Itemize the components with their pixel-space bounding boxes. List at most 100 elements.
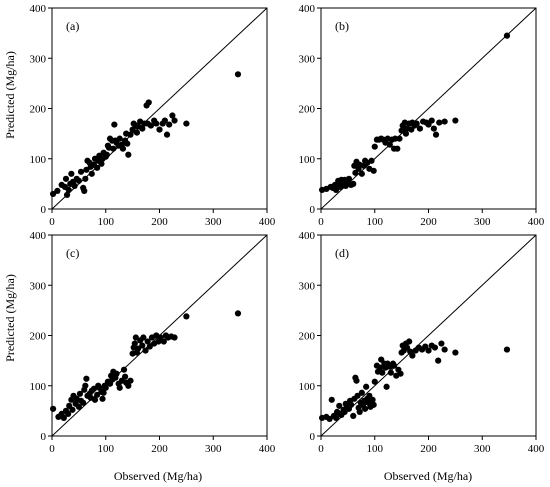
data-point-d [358,389,365,396]
data-point-c [65,410,72,417]
x-tick-label-c: 300 [205,443,222,455]
data-point-a [171,117,178,124]
y-tick-label-d: 100 [299,381,316,393]
x-axis-title-left: Observed (Mg/ha) [114,469,202,483]
data-point-a [183,120,190,127]
data-point-c [76,390,84,397]
data-point-c [69,406,76,413]
data-point-c [122,373,129,380]
data-point-b [368,157,375,164]
data-point-c [82,382,89,389]
data-point-c [100,389,107,396]
data-point-d [354,392,361,399]
y-tick-label-d: 0 [310,431,316,443]
data-point-d [409,352,416,359]
y-tick-label-a: 300 [30,53,47,65]
data-point-c [113,370,120,377]
x-tick-label-c: 100 [98,443,115,455]
data-point-a [234,71,242,78]
data-point-d [379,369,386,376]
data-point-b [392,135,399,142]
data-point-c [94,391,101,398]
x-tick-label-d: 0 [318,443,324,455]
data-point-b [452,117,459,124]
data-point-c [140,334,147,341]
scatter-panel-d: 0 100 200 300 400 0 100 200 300 400 (d) [299,230,545,455]
scatter-panel-a: 0 100 200 300 400 0 100 200 300 400 (a) [30,3,276,228]
data-point-a [147,122,154,129]
data-point-d [431,344,439,351]
x-tick-label-b: 0 [318,216,324,228]
y-tick-label-a: 400 [30,3,47,15]
x-tick-label-b: 100 [367,216,384,228]
y-tick-label-c: 400 [30,230,47,242]
x-tick-label-b: 200 [420,216,437,228]
data-point-d [452,349,459,356]
data-point-a [125,151,132,158]
data-point-b [370,167,377,174]
data-point-c [90,385,98,392]
one-to-one-line-d [320,234,537,437]
x-tick-label-c: 400 [259,443,276,455]
data-point-a [166,121,173,128]
y-tick-label-a: 0 [41,204,47,216]
data-point-a [153,120,160,127]
data-point-a [110,145,117,152]
data-point-d [328,396,335,403]
data-point-a [63,191,71,199]
data-point-a [103,151,110,158]
data-point-c [116,384,123,391]
data-point-c [234,310,242,317]
data-point-d [353,377,360,384]
data-point-a [94,164,101,171]
data-point-a [156,126,163,133]
data-point-d [361,405,369,412]
data-point-d [336,402,343,409]
data-point-b [386,141,393,148]
data-point-d [406,338,413,345]
data-point-d [425,347,432,354]
data-point-a [127,131,134,138]
data-point-d [370,401,377,408]
x-tick-label-d: 400 [528,443,545,455]
data-point-c [120,366,128,373]
data-point-d [438,340,445,347]
data-point-d [350,412,357,419]
data-point-b [430,125,437,132]
data-point-c [142,347,149,354]
data-point-c [171,334,178,341]
data-point-a [82,175,89,182]
data-point-a [145,99,152,106]
y-tick-label-c: 100 [30,381,47,393]
data-point-a [77,168,85,175]
data-point-a [111,121,118,128]
panel-label-a: (a) [66,19,79,33]
data-point-d [387,369,394,376]
panel-label-d: (d) [335,246,349,260]
data-point-d [391,362,398,369]
data-point-b [428,117,435,124]
y-tick-label-b: 200 [299,104,316,116]
data-point-a [124,140,131,147]
data-point-a [98,160,105,167]
data-point-c [75,403,82,410]
data-point-a [54,187,61,195]
data-point-a [68,170,75,177]
data-point-c [102,384,109,391]
y-tick-label-b: 300 [299,53,316,65]
x-tick-label-d: 100 [367,443,384,455]
data-point-d [341,408,348,415]
data-point-c [83,375,90,382]
y-tick-label-c: 0 [41,431,47,443]
x-tick-label-a: 0 [49,216,55,228]
data-point-d [435,357,442,364]
data-point-a [139,125,146,132]
data-point-c [139,342,146,349]
x-tick-label-a: 200 [151,216,168,228]
data-point-d [383,383,390,390]
data-point-c [131,340,138,347]
data-point-d [397,370,404,377]
data-point-a [83,166,90,173]
x-tick-label-b: 300 [474,216,491,228]
data-point-a [119,145,127,152]
